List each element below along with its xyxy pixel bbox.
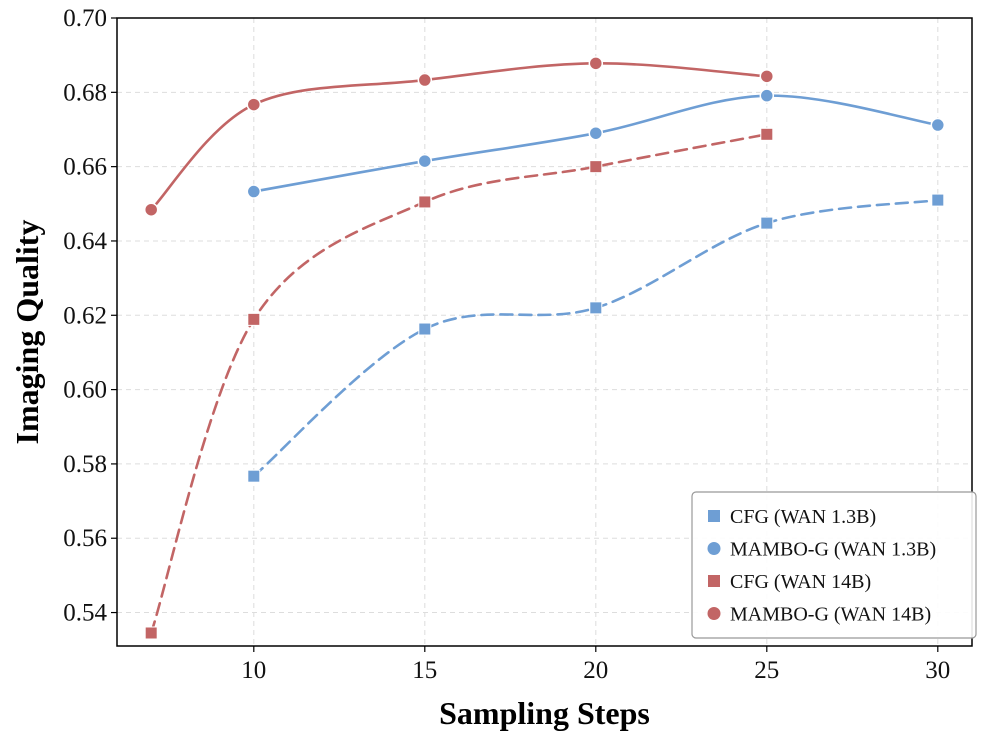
data-point-mambo-g-wan-1-3b xyxy=(588,125,604,141)
data-point-cfg-wan-1-3b xyxy=(589,301,603,315)
y-axis-title: Imaging Quality xyxy=(9,220,45,445)
data-point-mambo-g-wan-14b xyxy=(417,72,433,88)
y-tick-label: 0.54 xyxy=(63,600,107,627)
data-point-mambo-g-wan-14b xyxy=(143,202,159,217)
x-tick-label: 25 xyxy=(754,657,779,684)
x-tick-label: 15 xyxy=(412,657,437,684)
y-tick-label: 0.60 xyxy=(63,377,107,404)
series-line-cfg-wan-14b xyxy=(149,133,769,635)
x-axis-ticks: 10 15 20 25 30 xyxy=(241,646,950,684)
data-point-cfg-wan-14b xyxy=(589,160,603,174)
data-point-mambo-g-wan-14b xyxy=(588,56,604,71)
legend-box xyxy=(691,491,977,639)
data-point-cfg-wan-14b xyxy=(144,626,158,640)
data-point-mambo-g-wan-1-3b xyxy=(417,153,433,169)
y-axis-ticks: 0.54 0.56 0.58 0.60 0.62 0.64 0.66 0.68 0.70 xyxy=(63,5,117,627)
legend: CFG (WAN 1.3B) MAMBO-G (WAN 1.3B) CFG (WAN… xyxy=(691,491,977,639)
data-point-cfg-wan-1-3b xyxy=(418,322,432,336)
data-markers xyxy=(143,56,946,640)
legend-marker-mambo-g-wan-14b xyxy=(707,607,721,620)
data-point-cfg-wan-14b xyxy=(418,195,432,209)
data-point-mambo-g-wan-1-3b xyxy=(246,184,262,199)
y-tick-label: 0.66 xyxy=(63,154,107,181)
data-point-mambo-g-wan-1-3b xyxy=(759,88,775,103)
y-tick-label: 0.58 xyxy=(63,451,107,478)
y-tick-label: 0.70 xyxy=(63,5,107,32)
data-point-cfg-wan-1-3b xyxy=(247,469,261,483)
x-tick-label: 10 xyxy=(241,657,266,684)
legend-label: CFG (WAN 1.3B) xyxy=(730,506,876,528)
y-tick-label: 0.56 xyxy=(63,525,107,552)
series-line-mambo-g-wan-14b xyxy=(149,62,769,212)
legend-label: MAMBO-G (WAN 14B) xyxy=(730,604,931,626)
legend-marker-mambo-g-wan-1-3b xyxy=(707,542,721,555)
legend-label: CFG (WAN 14B) xyxy=(730,571,871,593)
x-tick-label: 30 xyxy=(925,657,950,684)
data-point-mambo-g-wan-14b xyxy=(246,97,262,112)
y-tick-label: 0.68 xyxy=(63,79,107,106)
legend-marker-cfg-wan-1-3b xyxy=(708,510,720,522)
x-axis-title: Sampling Steps xyxy=(439,695,650,731)
legend-label: MAMBO-G (WAN 1.3B) xyxy=(730,539,936,561)
data-point-mambo-g-wan-14b xyxy=(759,69,775,84)
data-point-cfg-wan-14b xyxy=(247,312,261,326)
data-point-cfg-wan-1-3b xyxy=(760,216,774,230)
y-tick-label: 0.64 xyxy=(63,228,107,255)
plot-frame xyxy=(116,17,973,647)
data-point-cfg-wan-14b xyxy=(760,127,774,141)
x-tick-label: 20 xyxy=(583,657,608,684)
legend-marker-cfg-wan-14b xyxy=(708,575,720,587)
data-point-cfg-wan-1-3b xyxy=(931,193,945,207)
data-point-mambo-g-wan-1-3b xyxy=(930,117,946,133)
y-tick-label: 0.62 xyxy=(63,302,107,329)
